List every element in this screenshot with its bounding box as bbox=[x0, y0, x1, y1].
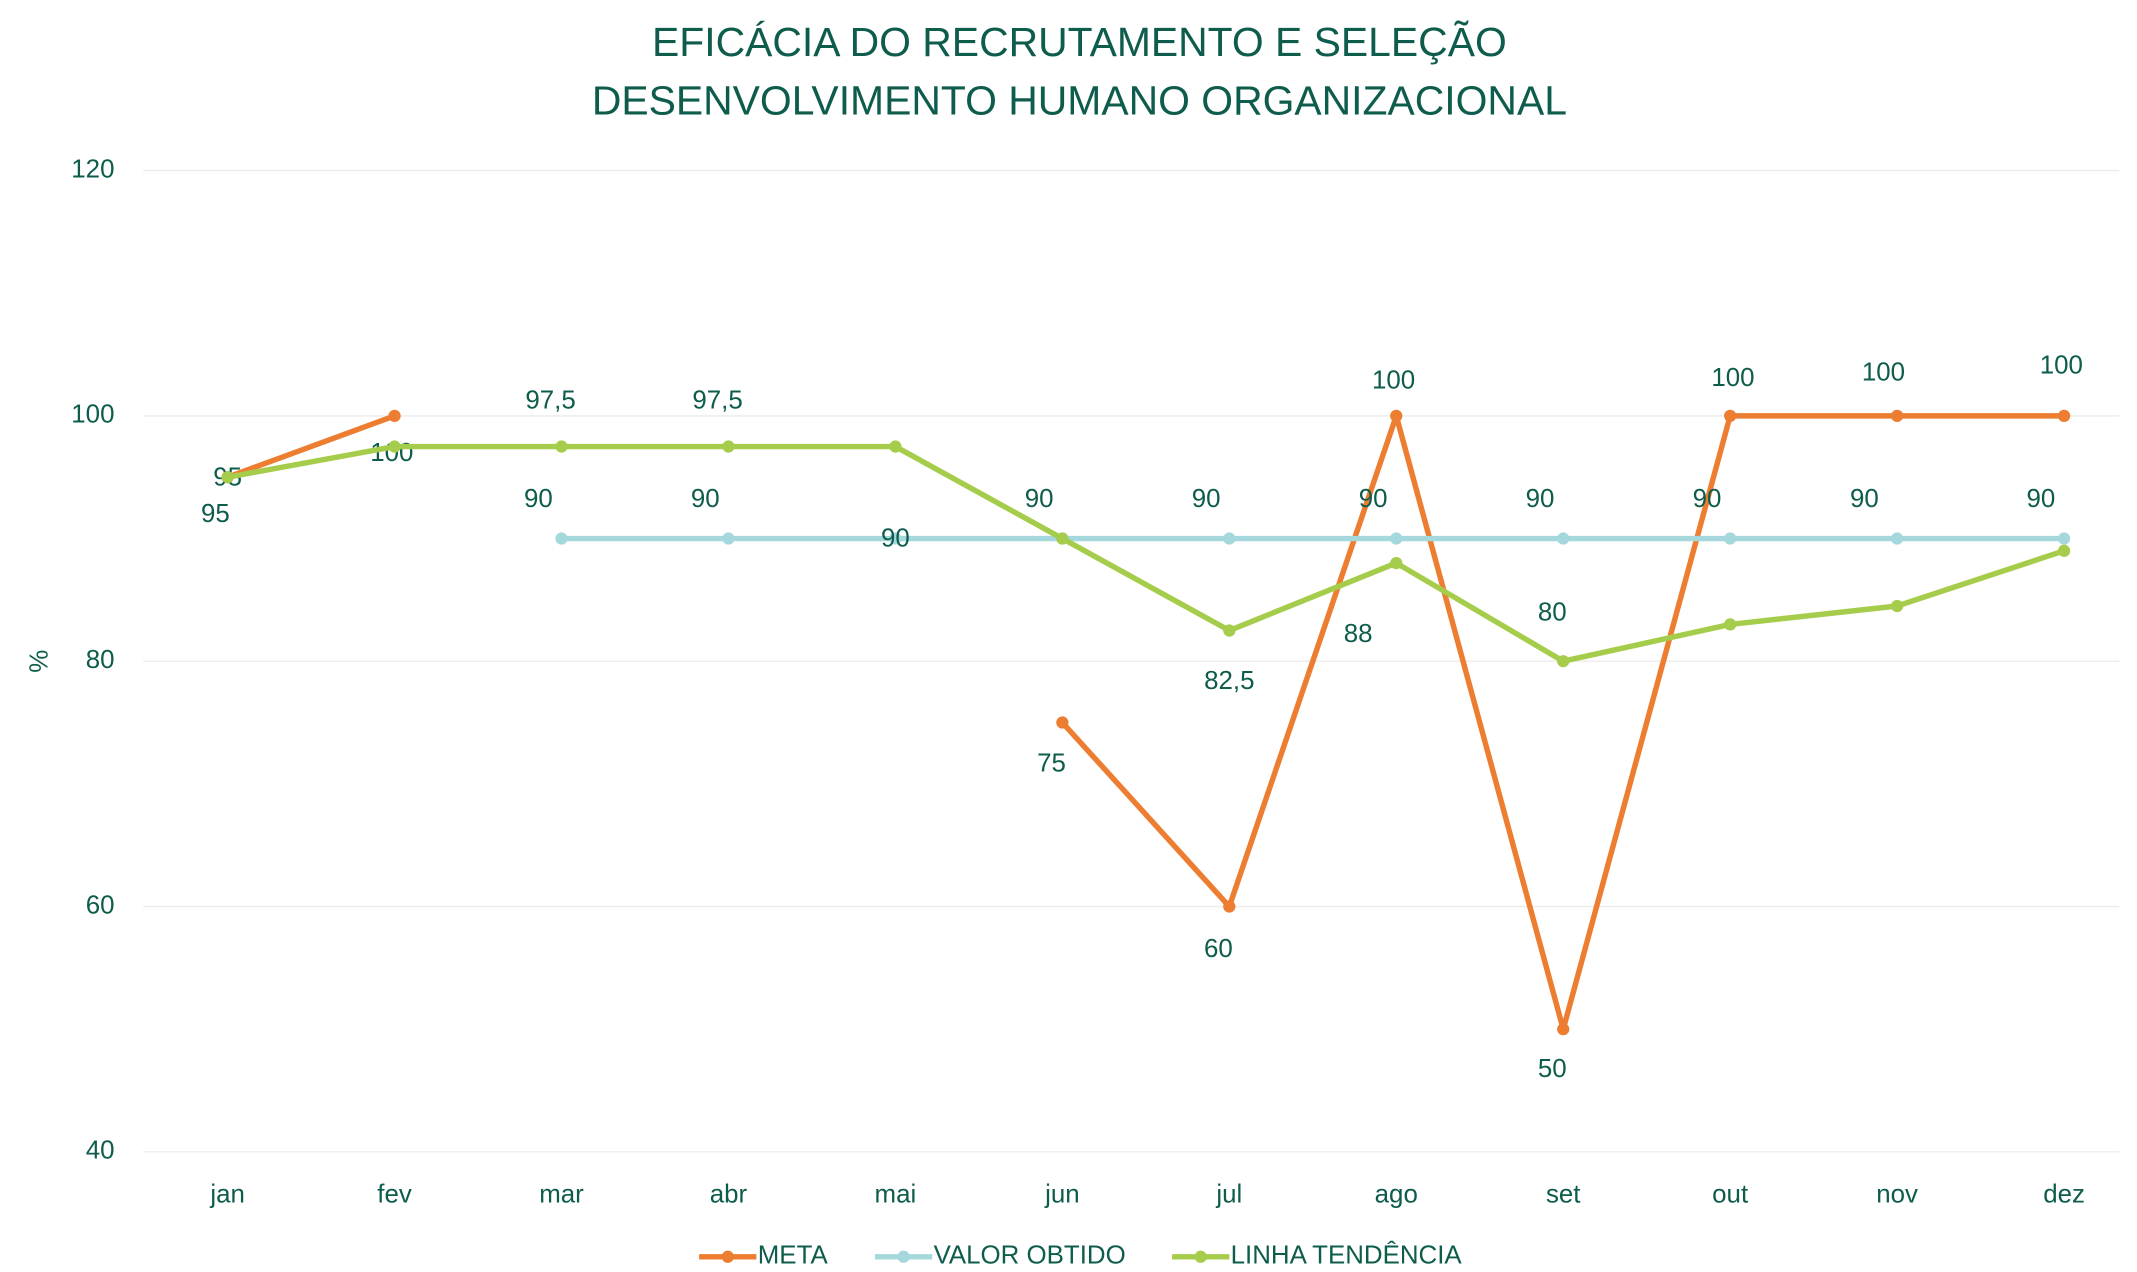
data-label: 90 bbox=[1359, 485, 1388, 513]
y-tick-label: 40 bbox=[86, 1137, 115, 1165]
data-label: 82,5 bbox=[1204, 667, 1254, 695]
marker bbox=[1890, 599, 1904, 613]
marker bbox=[2057, 409, 2071, 423]
legend-label: LINHA TENDÊNCIA bbox=[1231, 1241, 1463, 1270]
data-label: 75 bbox=[1037, 750, 1066, 778]
marker bbox=[2057, 544, 2071, 557]
x-tick-label: jul bbox=[1215, 1180, 1242, 1208]
marker bbox=[1390, 409, 1403, 423]
marker bbox=[889, 532, 902, 545]
legend-marker bbox=[897, 1250, 910, 1263]
y-tick-label: 100 bbox=[71, 401, 114, 429]
legend-marker bbox=[721, 1250, 734, 1263]
x-tick-label: out bbox=[1712, 1180, 1748, 1208]
x-tick-label: dez bbox=[2043, 1180, 2085, 1208]
x-tick-label: set bbox=[1546, 1180, 1581, 1208]
legend-marker bbox=[1194, 1250, 1207, 1263]
marker bbox=[722, 440, 735, 453]
data-label: 80 bbox=[1538, 598, 1567, 626]
chart-title: DESENVOLVIMENTO HUMANO ORGANIZACIONAL bbox=[592, 78, 1567, 124]
marker bbox=[1890, 532, 1904, 545]
y-axis-label: % bbox=[26, 650, 54, 673]
data-label: 90 bbox=[1693, 485, 1722, 513]
data-label: 100 bbox=[1862, 358, 1905, 386]
marker bbox=[1724, 618, 1737, 631]
data-label: 88 bbox=[1344, 620, 1373, 648]
x-tick-label: nov bbox=[1876, 1180, 1918, 1208]
y-tick-label: 60 bbox=[86, 891, 115, 919]
marker bbox=[1223, 532, 1236, 545]
x-tick-label: abr bbox=[710, 1180, 748, 1208]
x-tick-label: fev bbox=[377, 1180, 412, 1208]
marker bbox=[1390, 556, 1403, 570]
marker bbox=[1557, 1023, 1570, 1036]
line bbox=[226, 413, 396, 480]
x-tick-label: jan bbox=[209, 1180, 245, 1208]
y-tick-label: 120 bbox=[71, 155, 114, 183]
marker bbox=[1724, 409, 1737, 423]
data-label: 95 bbox=[201, 500, 230, 528]
data-label: 90 bbox=[1025, 485, 1054, 513]
marker bbox=[555, 532, 568, 545]
marker bbox=[1223, 624, 1236, 637]
x-tick-label: mai bbox=[875, 1180, 917, 1208]
line bbox=[227, 443, 2065, 664]
chart-title: EFICÁCIA DO RECRUTAMENTO E SELEÇÃO bbox=[652, 19, 1507, 65]
data-label: 90 bbox=[524, 485, 553, 513]
x-tick-label: mar bbox=[539, 1180, 584, 1208]
data-label: 90 bbox=[1526, 485, 1555, 513]
y-tick-label: 80 bbox=[86, 646, 115, 674]
marker bbox=[1557, 655, 1570, 668]
marker bbox=[388, 409, 401, 423]
data-label: 90 bbox=[2027, 485, 2056, 513]
data-label: 100 bbox=[1372, 367, 1415, 395]
legend-label: VALOR OBTIDO bbox=[934, 1242, 1126, 1270]
marker bbox=[1223, 900, 1236, 913]
marker bbox=[1557, 532, 1570, 545]
marker bbox=[1724, 532, 1737, 545]
x-tick-label: jun bbox=[1044, 1180, 1080, 1208]
marker bbox=[722, 532, 735, 545]
data-label: 60 bbox=[1204, 935, 1233, 963]
data-label: 100 bbox=[1711, 364, 1754, 392]
data-label: 97,5 bbox=[525, 386, 575, 414]
marker bbox=[555, 440, 568, 453]
data-label: 50 bbox=[1538, 1055, 1567, 1083]
x-tick-label: ago bbox=[1375, 1180, 1418, 1208]
marker bbox=[889, 440, 902, 453]
marker bbox=[1390, 532, 1403, 545]
legend-label: META bbox=[758, 1242, 829, 1270]
data-label: 97,5 bbox=[692, 386, 742, 414]
marker bbox=[1056, 716, 1069, 729]
marker bbox=[388, 440, 401, 453]
data-label: 90 bbox=[691, 485, 720, 513]
data-label: 90 bbox=[1850, 485, 1879, 513]
marker bbox=[2057, 532, 2071, 545]
data-label: 90 bbox=[881, 525, 910, 553]
marker bbox=[221, 471, 234, 484]
data-label: 100 bbox=[2040, 352, 2083, 380]
marker bbox=[1056, 532, 1069, 545]
data-label: 90 bbox=[1192, 485, 1221, 513]
marker bbox=[1890, 409, 1904, 423]
